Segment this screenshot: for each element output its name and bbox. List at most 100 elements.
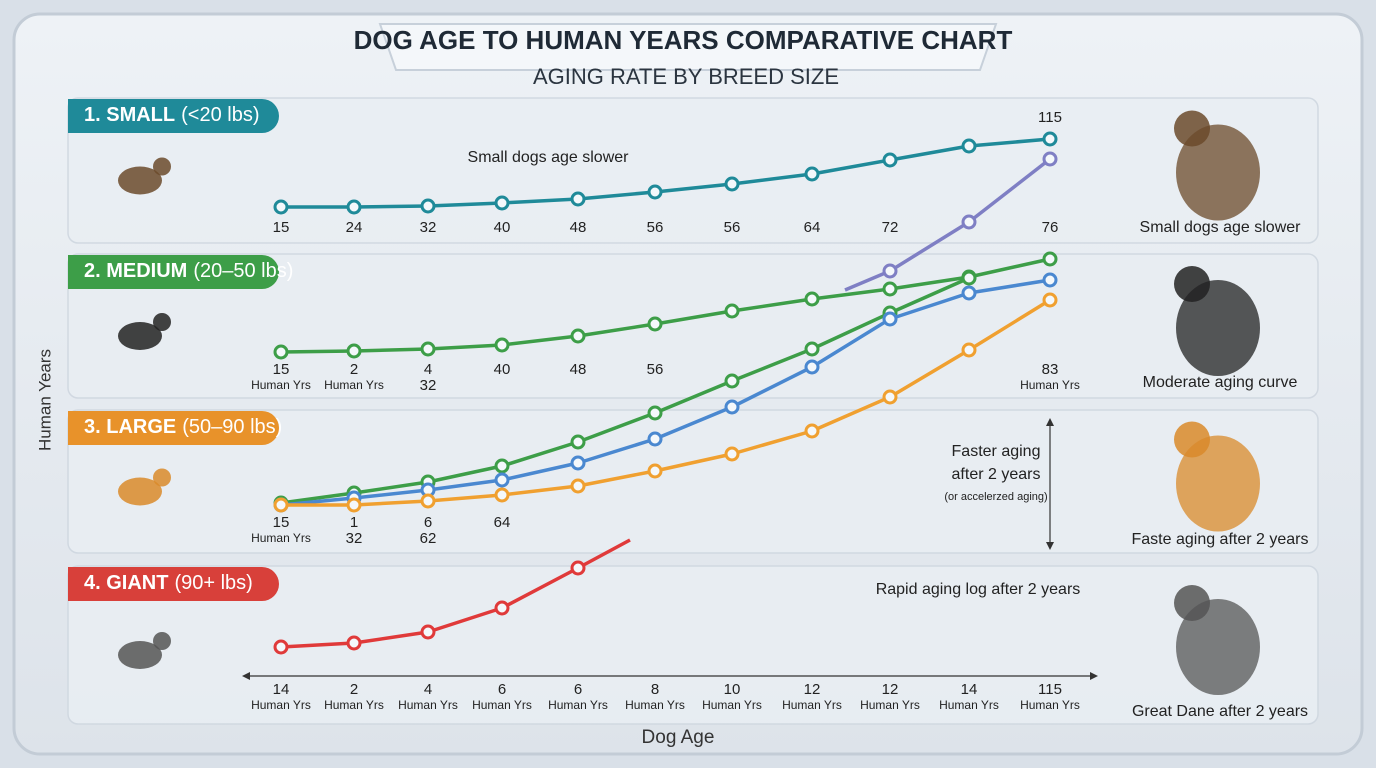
point-label: 32 [346,530,363,547]
note: Rapid aging log after 2 years [876,581,1081,598]
curve-node [494,472,510,488]
point-label: Human Yrs [548,698,608,712]
curve-node [1042,251,1058,267]
curve-node [494,487,510,503]
curve-node [724,399,740,415]
subtitle: AGING RATE BY BREED SIZE [533,64,839,89]
point-label: 4 [424,361,432,378]
point-label: 14 [273,681,290,698]
point-label: 56 [647,361,664,378]
point-label: Human Yrs [1020,378,1080,392]
point-label: Human Yrs [860,698,920,712]
caption: Faste aging after 2 years [1132,531,1309,548]
point-label: Human Yrs [251,698,311,712]
x-axis-label: Dog Age [642,727,715,748]
curve-node [882,311,898,327]
curve-node [570,560,586,576]
point-label: 6 [424,514,432,531]
point-label: 62 [420,530,437,547]
point-label: 24 [346,219,363,236]
curve-node [494,600,510,616]
curve-node [1042,272,1058,288]
curve-node [882,263,898,279]
dog-icon-head [153,632,171,650]
point-label: Human Yrs [324,698,384,712]
curve-node [804,166,820,182]
side-note: after 2 years [952,466,1041,483]
caption: Great Dane after 2 years [1132,703,1308,720]
curve-node [420,624,436,640]
point-label: 4 [424,681,432,698]
curve-node [346,497,362,513]
point-label: 83 [1042,361,1059,378]
dog-portrait [1176,124,1260,221]
curve-node [724,446,740,462]
point-label: 48 [570,361,587,378]
curve-node [420,198,436,214]
badge [68,567,279,601]
badge [68,411,279,445]
point-label: 8 [651,681,659,698]
curve-node [724,373,740,389]
dog-icon-head [153,157,171,176]
point-label: 32 [420,219,437,236]
badge-range: (20–50 lbs) [193,260,293,282]
point-label: Human Yrs [625,698,685,712]
title: DOG AGE TO HUMAN YEARS COMPARATIVE CHART [354,25,1013,55]
curve-node [882,152,898,168]
point-label: 10 [724,681,741,698]
curve-node [804,291,820,307]
dog-portrait [1176,280,1260,376]
badge-range: (<20 lbs) [181,104,259,126]
dog-icon-head [153,313,171,331]
point-label: Human Yrs [939,698,999,712]
curve-node [494,337,510,353]
point-label: 2 [350,361,358,378]
curve-node [647,184,663,200]
dog-portrait-head [1174,266,1210,302]
point-label: 56 [724,219,741,236]
dog-icon-head [153,468,171,487]
curve-node [273,639,289,655]
dog-portrait [1176,435,1260,532]
dog-portrait-head [1174,585,1210,621]
dog-portrait-head [1174,421,1210,458]
point-label: 64 [804,219,821,236]
badge-name: 4. GIANT [84,572,168,594]
curve-node [961,214,977,230]
point-label: 76 [1042,219,1059,236]
curve-node [346,199,362,215]
panels: 1. SMALL (<20 lbs) 2. MEDIUM (20–50 lbs) 3. … [67,97,1319,725]
curve-node [724,176,740,192]
dog-icon [118,641,162,669]
dog-icon [118,166,162,195]
point-label: 14 [961,681,978,698]
side-note: Faster aging [952,443,1041,460]
point-label: 64 [494,514,511,531]
point-label: 6 [498,681,506,698]
point-label: 32 [420,377,437,394]
badge-range: (90+ lbs) [174,572,252,594]
curve-node [570,478,586,494]
curve-node [647,316,663,332]
point-label: 1 [350,514,358,531]
curve-node [724,303,740,319]
curve-node [961,270,977,286]
side-note: (or accelerzed aging) [944,491,1047,503]
curve-node [420,341,436,357]
point-label: 12 [804,681,821,698]
badge-text: 4. GIANT (90+ lbs) [84,572,253,594]
point-label: 15 [273,514,290,531]
point-label: 12 [882,681,899,698]
panel [67,409,1319,554]
curve-node [570,191,586,207]
point-label: 15 [273,219,290,236]
curve [280,276,970,505]
point-label: Human Yrs [251,531,311,545]
badge-text: 3. LARGE (50–90 lbs) [84,416,282,438]
caption: Moderate aging curve [1143,374,1298,391]
curve-node [961,285,977,301]
title-plate [378,23,998,71]
point-label: Human Yrs [324,378,384,392]
curves [273,131,1058,655]
